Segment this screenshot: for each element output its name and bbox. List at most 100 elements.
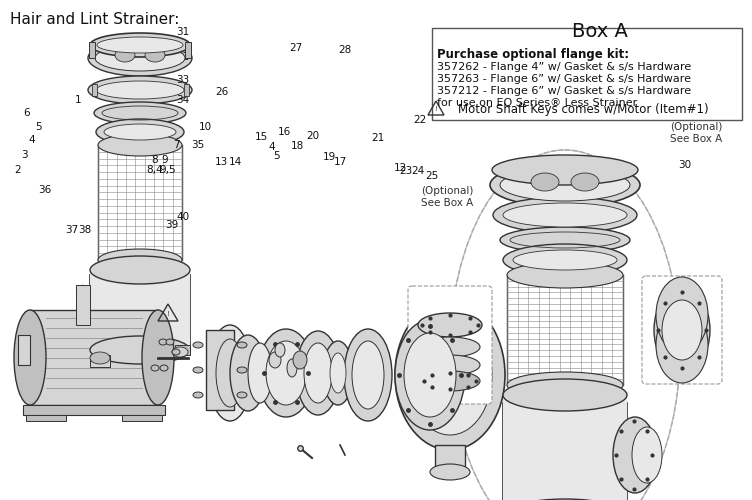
Ellipse shape — [395, 300, 505, 450]
Ellipse shape — [266, 341, 306, 405]
Text: 38: 38 — [78, 225, 92, 235]
Ellipse shape — [90, 33, 190, 57]
Text: Hair and Lint Strainer:: Hair and Lint Strainer: — [10, 12, 180, 27]
Ellipse shape — [90, 336, 190, 364]
Text: 8,4: 8,4 — [147, 165, 163, 175]
Text: 24: 24 — [411, 166, 425, 176]
Text: 18: 18 — [290, 141, 304, 151]
Ellipse shape — [160, 365, 168, 371]
Text: 12: 12 — [393, 163, 407, 173]
Ellipse shape — [296, 331, 340, 415]
Text: 32: 32 — [177, 52, 190, 62]
Text: 14: 14 — [229, 157, 241, 167]
Ellipse shape — [230, 335, 266, 411]
Text: 28: 28 — [338, 45, 352, 55]
Ellipse shape — [656, 277, 708, 353]
Text: 2: 2 — [15, 165, 21, 175]
Text: 37: 37 — [65, 225, 79, 235]
Ellipse shape — [503, 203, 627, 227]
Ellipse shape — [430, 464, 470, 480]
Text: 26: 26 — [215, 87, 229, 97]
Text: 25: 25 — [426, 171, 438, 181]
Bar — [90, 270, 190, 350]
Ellipse shape — [632, 427, 662, 483]
Ellipse shape — [159, 339, 167, 345]
Ellipse shape — [115, 48, 135, 62]
Ellipse shape — [420, 337, 480, 357]
Ellipse shape — [323, 341, 353, 405]
Text: 12: 12 — [156, 127, 168, 137]
Bar — [18, 335, 30, 365]
Bar — [90, 355, 110, 367]
Ellipse shape — [208, 325, 252, 421]
Text: 9: 9 — [162, 155, 168, 165]
Bar — [206, 330, 234, 410]
Bar — [92, 84, 97, 96]
Text: 22: 22 — [414, 115, 426, 125]
Text: 3: 3 — [21, 150, 27, 160]
Text: 1: 1 — [74, 95, 81, 105]
Ellipse shape — [237, 392, 247, 398]
Bar — [184, 84, 189, 96]
Ellipse shape — [237, 342, 247, 348]
Text: 34: 34 — [177, 95, 190, 105]
Ellipse shape — [88, 76, 192, 104]
Ellipse shape — [503, 244, 627, 276]
Text: for use on EQ Series® Less Strainer: for use on EQ Series® Less Strainer — [437, 98, 637, 108]
Bar — [26, 415, 66, 421]
Ellipse shape — [172, 349, 180, 355]
Ellipse shape — [94, 102, 186, 124]
Ellipse shape — [287, 359, 297, 377]
Ellipse shape — [193, 367, 203, 373]
Text: 7: 7 — [173, 140, 179, 150]
Bar — [30, 310, 158, 405]
Text: 40: 40 — [177, 212, 190, 222]
Text: 33: 33 — [177, 75, 190, 85]
Ellipse shape — [503, 499, 627, 500]
Bar — [89, 42, 95, 58]
Text: 29: 29 — [515, 185, 529, 195]
Ellipse shape — [531, 173, 559, 191]
Ellipse shape — [96, 81, 184, 99]
Text: 30: 30 — [678, 160, 692, 170]
Ellipse shape — [172, 347, 188, 357]
Ellipse shape — [293, 351, 307, 369]
Ellipse shape — [166, 339, 174, 345]
Ellipse shape — [151, 365, 159, 371]
Bar — [185, 42, 191, 58]
Bar — [122, 415, 162, 421]
Text: Purchase optional flange kit:: Purchase optional flange kit: — [437, 48, 629, 61]
Text: Box A: Box A — [572, 22, 628, 41]
Text: 36: 36 — [38, 185, 52, 195]
Text: !: ! — [166, 311, 169, 317]
Text: 19: 19 — [323, 152, 335, 162]
Ellipse shape — [420, 355, 480, 375]
Text: 11: 11 — [138, 127, 152, 137]
Ellipse shape — [216, 339, 244, 407]
Ellipse shape — [571, 173, 599, 191]
Bar — [76, 285, 90, 325]
Ellipse shape — [656, 307, 708, 383]
Text: 17: 17 — [333, 157, 347, 167]
Ellipse shape — [97, 37, 183, 53]
Text: 6: 6 — [23, 108, 30, 118]
Ellipse shape — [513, 250, 617, 270]
Ellipse shape — [95, 45, 185, 71]
Text: 21: 21 — [371, 133, 384, 143]
Ellipse shape — [14, 310, 46, 405]
Ellipse shape — [104, 124, 176, 140]
Text: 23: 23 — [399, 166, 413, 176]
Bar — [175, 345, 190, 355]
Ellipse shape — [275, 343, 285, 357]
Ellipse shape — [193, 392, 203, 398]
Ellipse shape — [90, 352, 110, 364]
Ellipse shape — [344, 329, 392, 421]
Ellipse shape — [88, 40, 192, 76]
Ellipse shape — [654, 288, 710, 372]
Ellipse shape — [404, 333, 456, 417]
FancyBboxPatch shape — [642, 276, 722, 384]
Ellipse shape — [90, 256, 190, 284]
Ellipse shape — [500, 227, 630, 253]
Bar — [23, 405, 165, 415]
Ellipse shape — [98, 134, 182, 156]
